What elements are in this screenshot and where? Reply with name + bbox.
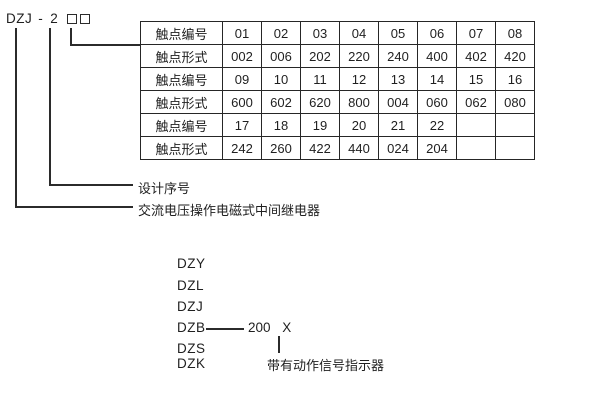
contact-cell: 06 — [417, 21, 457, 45]
legend-item-dzk: DZK — [177, 356, 206, 371]
design-serial-label: 设计序号 — [138, 181, 191, 196]
contact-cell: 006 — [261, 44, 301, 68]
table-row: 触点形式 242 260 422 440 024 204 — [140, 136, 535, 160]
model-code-dash: - — [38, 11, 44, 26]
contact-cell: 800 — [339, 90, 379, 114]
contact-cell: 15 — [456, 67, 496, 91]
serial-callout-hline — [49, 184, 133, 186]
dzb-code-number: 200 — [248, 320, 271, 335]
contact-cell: 04 — [339, 21, 379, 45]
contact-code-box-icon — [80, 13, 91, 24]
design-serial-digit: 2 — [50, 11, 59, 26]
contact-cell: 22 — [417, 113, 457, 137]
row-header-cell: 触点形式 — [140, 90, 223, 114]
box-callout-vline — [70, 28, 72, 44]
model-code: DZJ - 2 — [6, 11, 91, 26]
table-row: 触点编号 09 10 11 12 13 14 15 16 — [140, 67, 535, 91]
contact-cell: 08 — [495, 21, 535, 45]
legend-item-dzy: DZY — [177, 256, 206, 271]
contact-cell — [456, 113, 496, 137]
dzb-code: 200 X — [248, 320, 291, 335]
contact-cell: 260 — [261, 136, 301, 160]
contact-cell: 19 — [300, 113, 340, 137]
contact-cell: 202 — [300, 44, 340, 68]
contact-cell: 16 — [495, 67, 535, 91]
contact-cell: 242 — [222, 136, 262, 160]
contact-cell: 12 — [339, 67, 379, 91]
contact-cell: 002 — [222, 44, 262, 68]
row-header-cell: 触点编号 — [140, 67, 223, 91]
legend-item-dzs: DZS — [177, 341, 206, 356]
contact-cell: 220 — [339, 44, 379, 68]
table-row: 触点编号 17 18 19 20 21 22 — [140, 113, 535, 137]
contact-cell: 060 — [417, 90, 457, 114]
contact-cell: 024 — [378, 136, 418, 160]
table-row: 触点形式 002 006 202 220 240 400 402 420 — [140, 44, 535, 68]
contact-cell: 062 — [456, 90, 496, 114]
legend-item-dzb: DZB — [177, 320, 206, 335]
contact-cell: 422 — [300, 136, 340, 160]
contact-cell: 620 — [300, 90, 340, 114]
relay-description-label: 交流电压操作电磁式中间继电器 — [138, 203, 321, 218]
contact-cell: 10 — [261, 67, 301, 91]
contact-cell: 440 — [339, 136, 379, 160]
legend-item-dzl: DZL — [177, 278, 205, 293]
contact-cell: 20 — [339, 113, 379, 137]
contact-table-body: 触点编号 01 02 03 04 05 06 07 08 触点形式 002 006 202 220 240 4… — [140, 21, 535, 160]
contact-cell: 402 — [456, 44, 496, 68]
row-header-cell: 触点形式 — [140, 44, 223, 68]
contact-cell: 18 — [261, 113, 301, 137]
contact-cell: 602 — [261, 90, 301, 114]
contact-cell: 17 — [222, 113, 262, 137]
contact-code-table: 触点编号 01 02 03 04 05 06 07 08 触点形式 002 006 202 220 240 4… — [140, 21, 535, 160]
contact-cell: 11 — [300, 67, 340, 91]
contact-cell: 21 — [378, 113, 418, 137]
indicator-callout-vline — [278, 336, 280, 353]
contact-cell: 14 — [417, 67, 457, 91]
contact-cell: 420 — [495, 44, 535, 68]
row-header-cell: 触点编号 — [140, 21, 223, 45]
serial-callout-vline — [49, 28, 51, 185]
row-header-cell: 触点编号 — [140, 113, 223, 137]
table-row: 触点编号 01 02 03 04 05 06 07 08 — [140, 21, 535, 45]
contact-cell: 600 — [222, 90, 262, 114]
relay-callout-vline — [15, 28, 17, 207]
row-header-cell: 触点形式 — [140, 136, 223, 160]
contact-cell: 080 — [495, 90, 535, 114]
contact-cell: 09 — [222, 67, 262, 91]
contact-cell: 03 — [300, 21, 340, 45]
indicator-note-label: 带有动作信号指示器 — [267, 358, 385, 373]
table-row: 触点形式 600 602 620 800 004 060 062 080 — [140, 90, 535, 114]
contact-cell: 204 — [417, 136, 457, 160]
box-callout-hline — [70, 44, 140, 46]
legend-item-dzj: DZJ — [177, 299, 204, 314]
contact-cell: 13 — [378, 67, 418, 91]
dzb-connector-line — [206, 328, 244, 330]
contact-code-box-icon — [67, 13, 78, 24]
contact-cell: 01 — [222, 21, 262, 45]
contact-cell — [495, 113, 535, 137]
contact-cell: 07 — [456, 21, 496, 45]
contact-cell: 240 — [378, 44, 418, 68]
contact-cell: 004 — [378, 90, 418, 114]
relay-callout-hline — [15, 206, 133, 208]
contact-cell: 05 — [378, 21, 418, 45]
contact-cell: 02 — [261, 21, 301, 45]
contact-cell — [456, 136, 496, 160]
dzb-code-suffix: X — [282, 320, 292, 335]
contact-cell — [495, 136, 535, 160]
model-type-text: DZJ — [6, 11, 33, 26]
contact-cell: 400 — [417, 44, 457, 68]
